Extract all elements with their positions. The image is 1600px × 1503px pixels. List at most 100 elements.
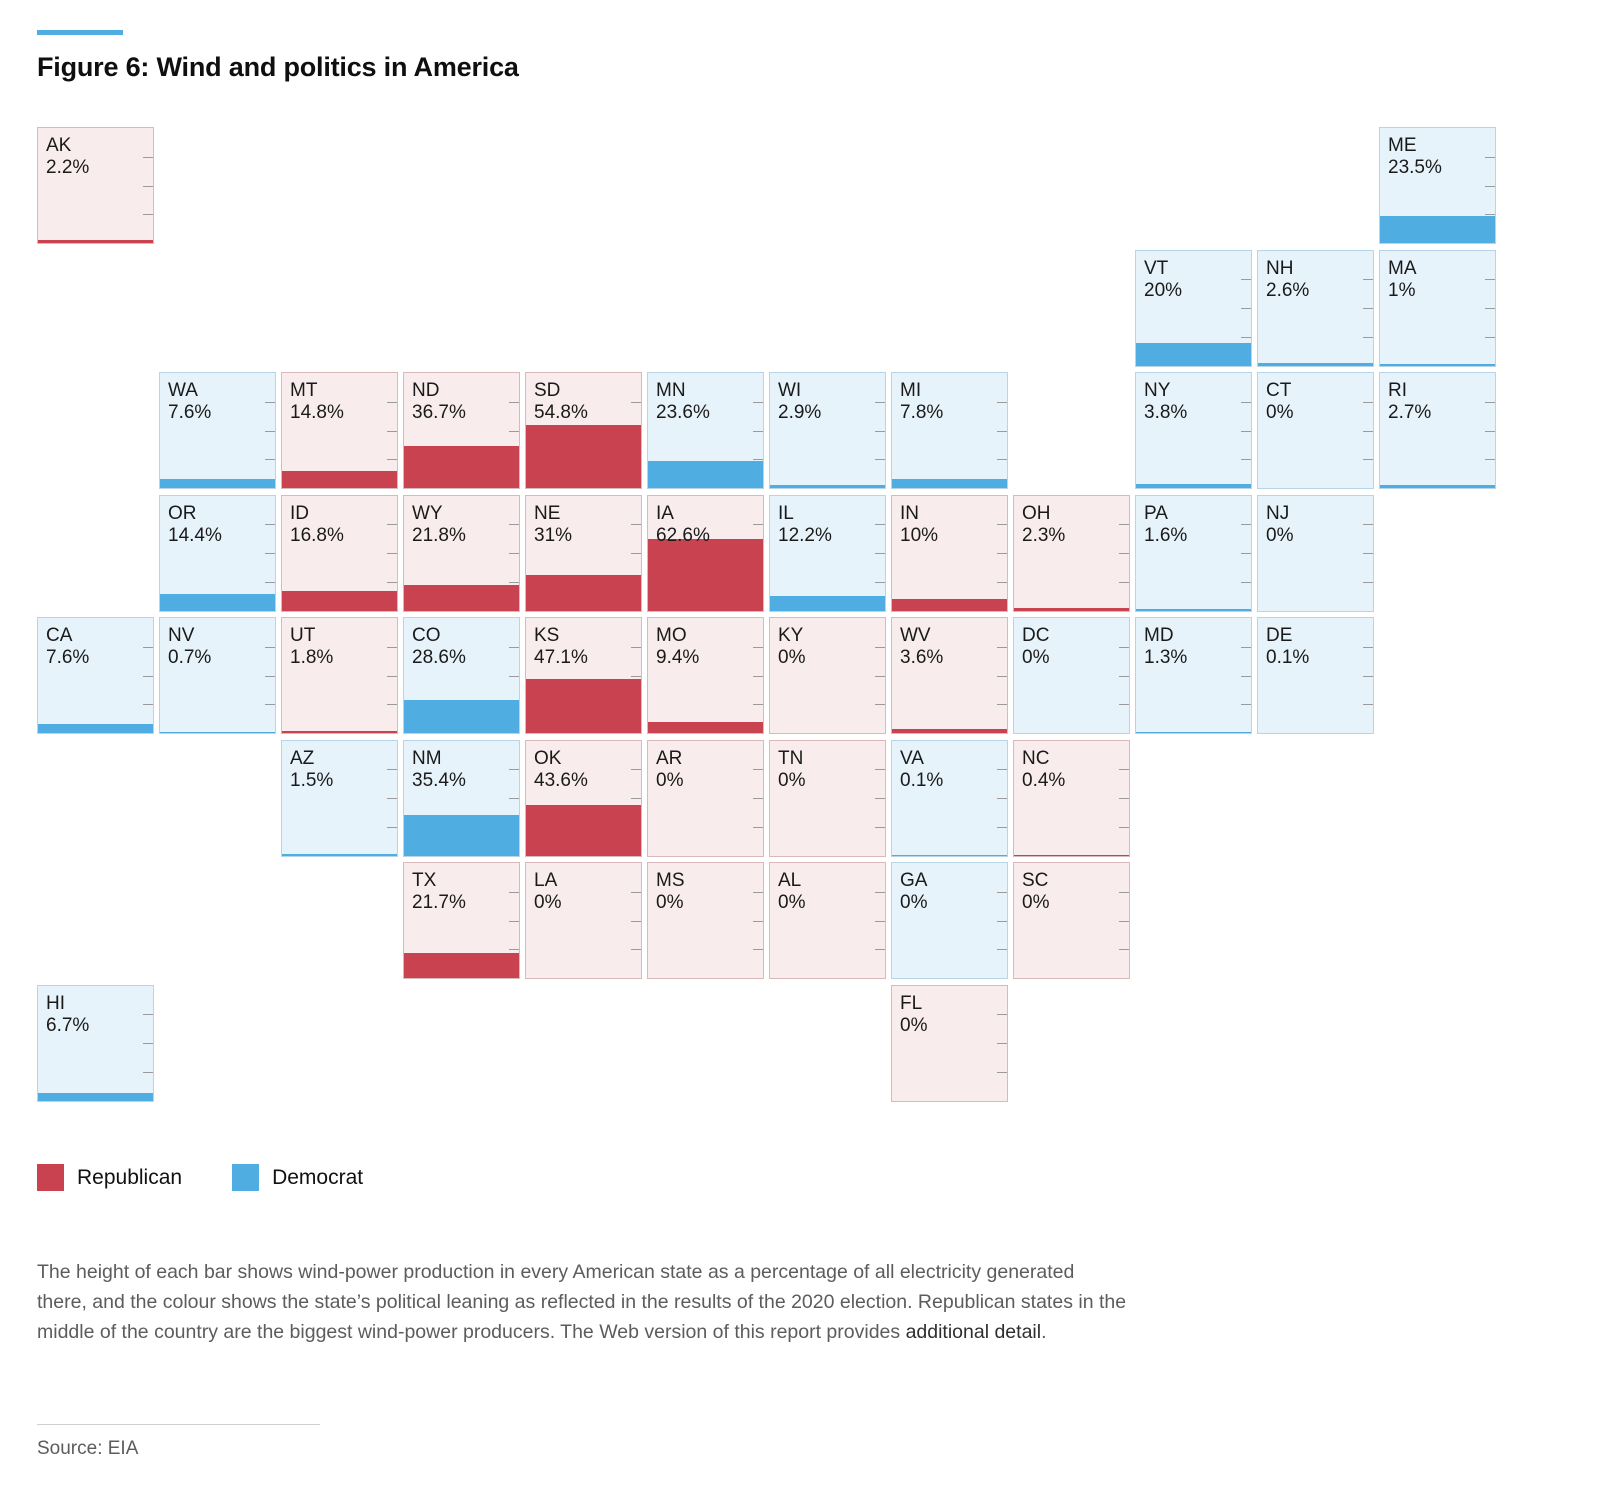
state-tile-sd: SD 54.8%: [525, 372, 642, 489]
scale-ticks: [282, 373, 397, 488]
state-value: 1.6%: [1144, 524, 1188, 546]
scale-ticks: [1258, 496, 1373, 611]
state-tile-nc: NC 0.4%: [1013, 739, 1130, 857]
state-tile-mn: MN 23.6%: [647, 372, 764, 489]
wind-bar: [160, 479, 275, 488]
state-value: 2.7%: [1388, 402, 1432, 423]
state-abbr: OH: [1022, 502, 1051, 524]
scale-ticks: [1014, 618, 1129, 733]
state-tile-dc: DC 0%: [1013, 617, 1130, 734]
state-value: 47.1%: [534, 647, 588, 668]
scale-ticks: [770, 618, 885, 733]
scale-ticks: [1380, 251, 1495, 366]
scale-ticks: [1014, 741, 1129, 856]
state-abbr: IN: [900, 502, 919, 524]
scale-ticks: [1258, 373, 1373, 488]
state-abbr: PA: [1144, 502, 1168, 524]
tile-header: LA 0%: [534, 870, 561, 914]
source-note: Source: EIA: [37, 1438, 139, 1459]
tile-header: WY 21.8%: [412, 503, 466, 547]
wind-bar: [404, 585, 519, 611]
state-abbr: WV: [900, 625, 931, 646]
additional-detail-link[interactable]: additional detail: [905, 1321, 1042, 1343]
scale-ticks: [282, 496, 397, 611]
state-value: 1%: [1388, 279, 1416, 301]
state-value: 23.5%: [1388, 157, 1442, 178]
scale-ticks: [160, 618, 275, 733]
state-tile-sc: SC 0%: [1013, 862, 1130, 979]
tile-header: CO 28.6%: [412, 625, 466, 669]
figure-caption: The height of each bar shows wind-power …: [37, 1257, 1127, 1347]
state-abbr: AR: [656, 747, 683, 769]
state-value: 2.9%: [778, 402, 822, 423]
state-abbr: MO: [656, 625, 687, 646]
state-abbr: NM: [412, 747, 442, 769]
scale-ticks: [1136, 496, 1251, 611]
state-abbr: WI: [778, 380, 802, 401]
state-abbr: LA: [534, 870, 558, 891]
legend-item-republican: Republican: [37, 1164, 182, 1191]
wind-bar: [282, 853, 397, 856]
scale-ticks: [1136, 251, 1251, 366]
republican-swatch: [37, 1164, 64, 1191]
caption-text: The height of each bar shows wind-power …: [37, 1261, 1127, 1343]
state-tile-pa: PA 1.6%: [1135, 494, 1252, 612]
state-tile-de: DE 0.1%: [1257, 617, 1374, 734]
state-abbr: NH: [1266, 257, 1294, 279]
wind-bar: [404, 700, 519, 733]
tile-header: MN 23.6%: [656, 380, 710, 424]
tile-header: DC 0%: [1022, 625, 1049, 669]
wind-bar: [526, 678, 641, 733]
wind-bar: [38, 1092, 153, 1101]
state-tile-wv: WV 3.6%: [891, 617, 1008, 734]
state-abbr: CO: [412, 625, 441, 646]
state-value: 0.4%: [1022, 769, 1066, 791]
tile-header: AZ 1.5%: [290, 748, 333, 792]
tile-header: WA 7.6%: [168, 380, 211, 424]
scale-ticks: [648, 618, 763, 733]
wind-bar: [526, 424, 641, 488]
state-abbr: SC: [1022, 870, 1049, 891]
wind-bar: [282, 470, 397, 488]
state-abbr: TX: [412, 870, 437, 891]
state-value: 2.6%: [1266, 279, 1310, 301]
state-tile-ny: NY 3.8%: [1135, 372, 1252, 489]
state-abbr: KS: [534, 625, 560, 646]
wind-bar: [526, 574, 641, 611]
scale-ticks: [282, 741, 397, 856]
wind-bar: [1380, 484, 1495, 488]
state-tile-ar: AR 0%: [647, 739, 764, 857]
tile-header: CT 0%: [1266, 380, 1293, 424]
tile-header: AL 0%: [778, 870, 805, 914]
wind-bar: [1380, 364, 1495, 366]
state-value: 12.2%: [778, 524, 832, 546]
state-abbr: AK: [46, 135, 72, 156]
tile-header: WV 3.6%: [900, 625, 943, 669]
state-abbr: ID: [290, 502, 309, 524]
state-value: 7.8%: [900, 402, 944, 423]
scale-ticks: [892, 863, 1007, 978]
state-abbr: NJ: [1266, 502, 1290, 524]
state-tile-az: AZ 1.5%: [281, 739, 398, 857]
tile-header: UT 1.8%: [290, 625, 333, 669]
state-tile-ga: GA 0%: [891, 862, 1008, 979]
state-value: 0%: [778, 892, 806, 913]
tile-header: IA 62.6%: [656, 503, 710, 547]
wind-bar: [648, 722, 763, 733]
state-tile-mt: MT 14.8%: [281, 372, 398, 489]
wind-bar: [160, 593, 275, 611]
state-tile-fl: FL 0%: [891, 984, 1008, 1102]
scale-ticks: [892, 496, 1007, 611]
state-tile-ct: CT 0%: [1257, 372, 1374, 489]
state-tile-or: OR 14.4%: [159, 494, 276, 612]
wind-bar: [1136, 483, 1251, 488]
state-value: 1.3%: [1144, 647, 1188, 668]
tile-header: VT 20%: [1144, 258, 1182, 302]
wind-bar: [404, 953, 519, 978]
wind-bar: [404, 814, 519, 856]
state-value: 2.2%: [46, 157, 90, 178]
tile-header: NY 3.8%: [1144, 380, 1187, 424]
tile-header: KS 47.1%: [534, 625, 588, 669]
scale-ticks: [38, 986, 153, 1101]
state-tile-tx: TX 21.7%: [403, 862, 520, 979]
